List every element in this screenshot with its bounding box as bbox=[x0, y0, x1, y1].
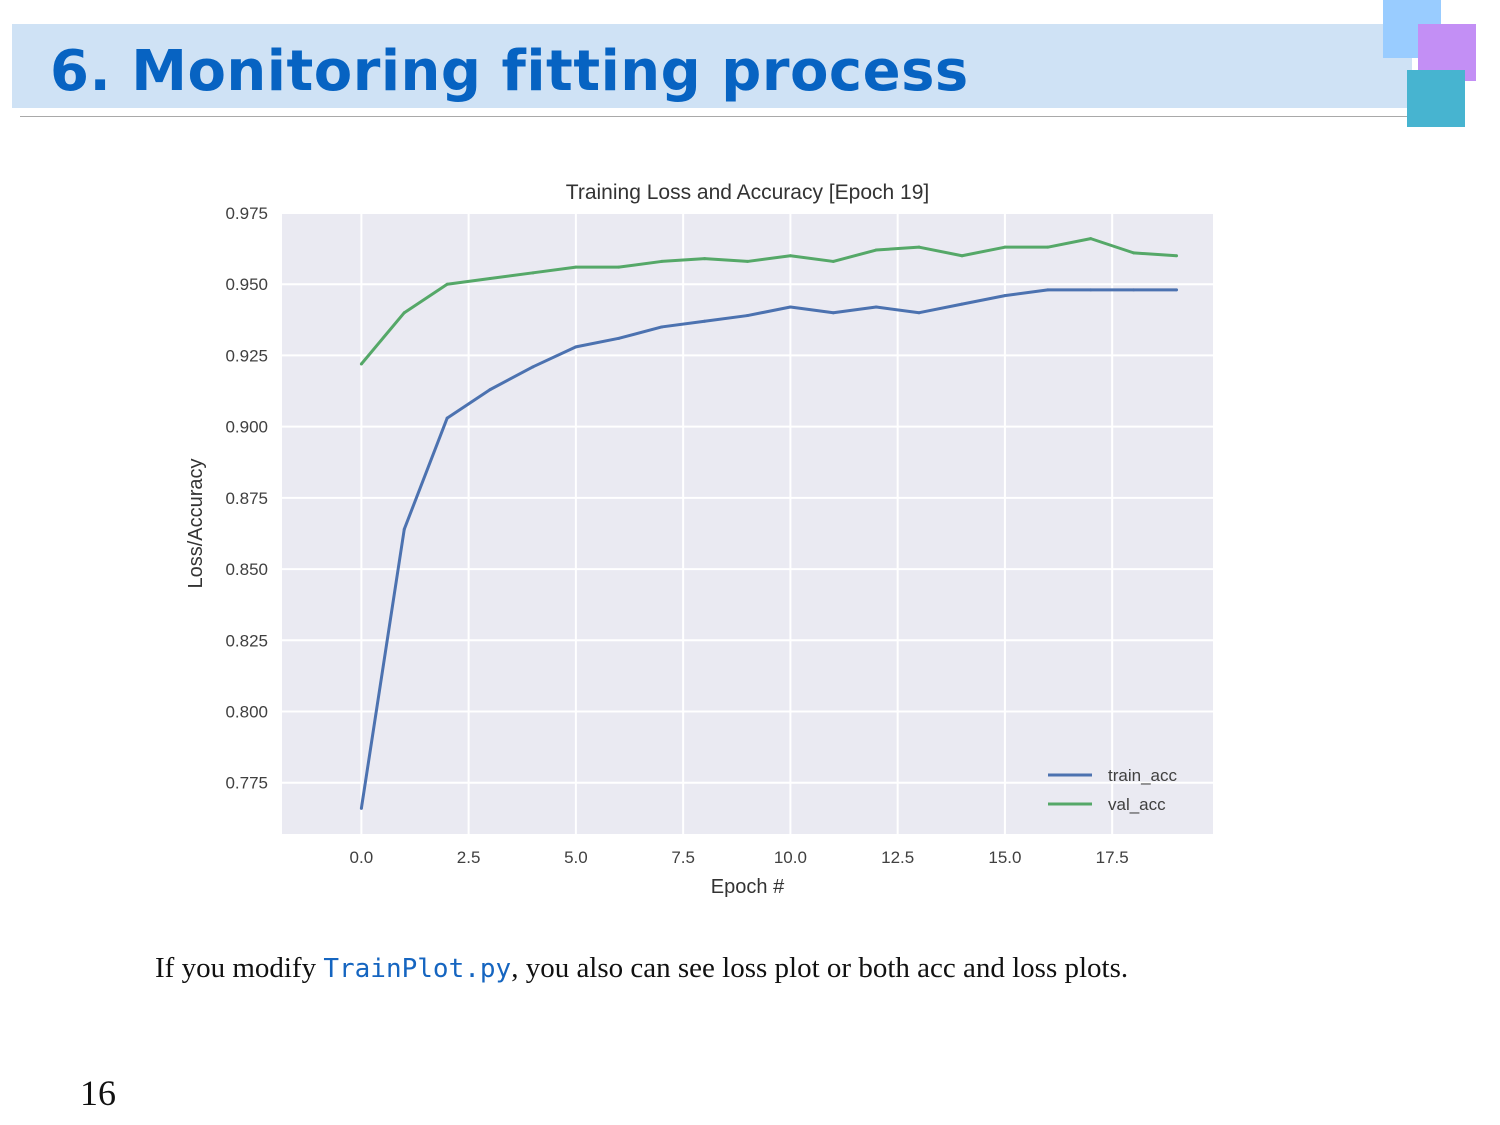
y-tick-label: 0.850 bbox=[225, 560, 268, 579]
caption-suffix: , you also can see loss plot or both acc… bbox=[511, 952, 1129, 984]
data-point-val-acc bbox=[746, 259, 749, 263]
data-point-train-acc bbox=[1089, 288, 1093, 292]
caption-code: TrainPlot.py bbox=[323, 954, 512, 984]
data-point-train-acc bbox=[746, 314, 749, 318]
data-point-train-acc bbox=[574, 345, 578, 349]
data-point-val-acc bbox=[703, 257, 707, 261]
data-point-val-acc bbox=[1089, 237, 1093, 241]
slide-title: 6. Monitoring fitting process bbox=[50, 39, 969, 104]
data-point-train-acc bbox=[831, 311, 835, 315]
data-point-val-acc bbox=[1003, 245, 1007, 249]
chart-title: Training Loss and Accuracy [Epoch 19] bbox=[566, 181, 929, 204]
data-point-val-acc bbox=[660, 259, 664, 263]
data-point-val-acc bbox=[788, 254, 792, 258]
x-tick-label: 5.0 bbox=[564, 848, 588, 867]
data-point-train-acc bbox=[917, 311, 921, 315]
data-point-train-acc bbox=[703, 319, 707, 323]
y-tick-label: 0.875 bbox=[225, 489, 268, 508]
data-point-val-acc bbox=[617, 265, 621, 269]
data-point-train-acc bbox=[1132, 288, 1136, 292]
data-point-train-acc bbox=[1046, 288, 1050, 292]
series-line-train-acc bbox=[359, 288, 1177, 809]
data-point-val-acc bbox=[574, 265, 578, 269]
data-point-train-acc bbox=[402, 527, 406, 531]
legend-label-val-acc: val_acc bbox=[1108, 795, 1166, 814]
decorative-square-teal bbox=[1407, 70, 1465, 127]
x-tick-label: 0.0 bbox=[350, 848, 374, 867]
title-divider bbox=[20, 116, 1412, 117]
data-point-train-acc bbox=[617, 336, 621, 340]
x-tick-label: 10.0 bbox=[774, 848, 807, 867]
data-point-train-acc bbox=[788, 305, 792, 309]
data-point-train-acc bbox=[1003, 294, 1007, 298]
y-tick-label: 0.775 bbox=[225, 774, 268, 793]
y-tick-label: 0.800 bbox=[225, 703, 268, 722]
x-tick-label: 7.5 bbox=[671, 848, 695, 867]
series-line-val-acc bbox=[360, 237, 1177, 365]
y-tick-label: 0.925 bbox=[225, 346, 268, 365]
data-point-train-acc bbox=[531, 365, 535, 369]
data-point-train-acc bbox=[874, 305, 878, 309]
y-axis-label: Loss/Accuracy bbox=[185, 458, 207, 588]
data-point-train-acc bbox=[660, 325, 664, 329]
y-tick-label: 0.975 bbox=[225, 204, 268, 223]
data-point-train-acc bbox=[445, 416, 449, 420]
data-point-train-acc bbox=[960, 302, 964, 306]
data-point-val-acc bbox=[1132, 251, 1136, 255]
data-point-train-acc bbox=[488, 388, 492, 392]
legend-label-train-acc: train_acc bbox=[1108, 766, 1177, 785]
caption: If you modify TrainPlot.py, you also can… bbox=[155, 952, 1128, 985]
data-point-val-acc bbox=[831, 259, 835, 263]
data-point-val-acc bbox=[531, 271, 535, 275]
data-point-val-acc bbox=[1046, 245, 1050, 249]
title-band bbox=[12, 24, 1412, 108]
page-number: 16 bbox=[80, 1073, 116, 1113]
y-tick-label: 0.900 bbox=[225, 418, 268, 437]
data-point-val-acc bbox=[960, 254, 964, 258]
data-point-val-acc bbox=[1175, 254, 1179, 258]
x-tick-label: 2.5 bbox=[457, 848, 481, 867]
caption-prefix: If you modify bbox=[155, 952, 324, 984]
data-point-train-acc bbox=[1175, 288, 1179, 292]
data-point-val-acc bbox=[359, 362, 363, 366]
data-point-val-acc bbox=[874, 248, 878, 252]
x-tick-label: 17.5 bbox=[1096, 848, 1129, 867]
data-point-val-acc bbox=[445, 282, 449, 286]
data-point-val-acc bbox=[917, 245, 921, 249]
x-tick-label: 12.5 bbox=[881, 848, 914, 867]
plot-area bbox=[282, 213, 1213, 834]
data-point-train-acc bbox=[359, 806, 363, 810]
y-tick-label: 0.950 bbox=[225, 275, 268, 294]
data-point-val-acc bbox=[488, 277, 492, 281]
x-axis-label: Epoch # bbox=[711, 876, 785, 898]
y-tick-label: 0.825 bbox=[225, 631, 268, 650]
x-tick-label: 15.0 bbox=[988, 848, 1021, 867]
data-point-val-acc bbox=[402, 311, 406, 315]
